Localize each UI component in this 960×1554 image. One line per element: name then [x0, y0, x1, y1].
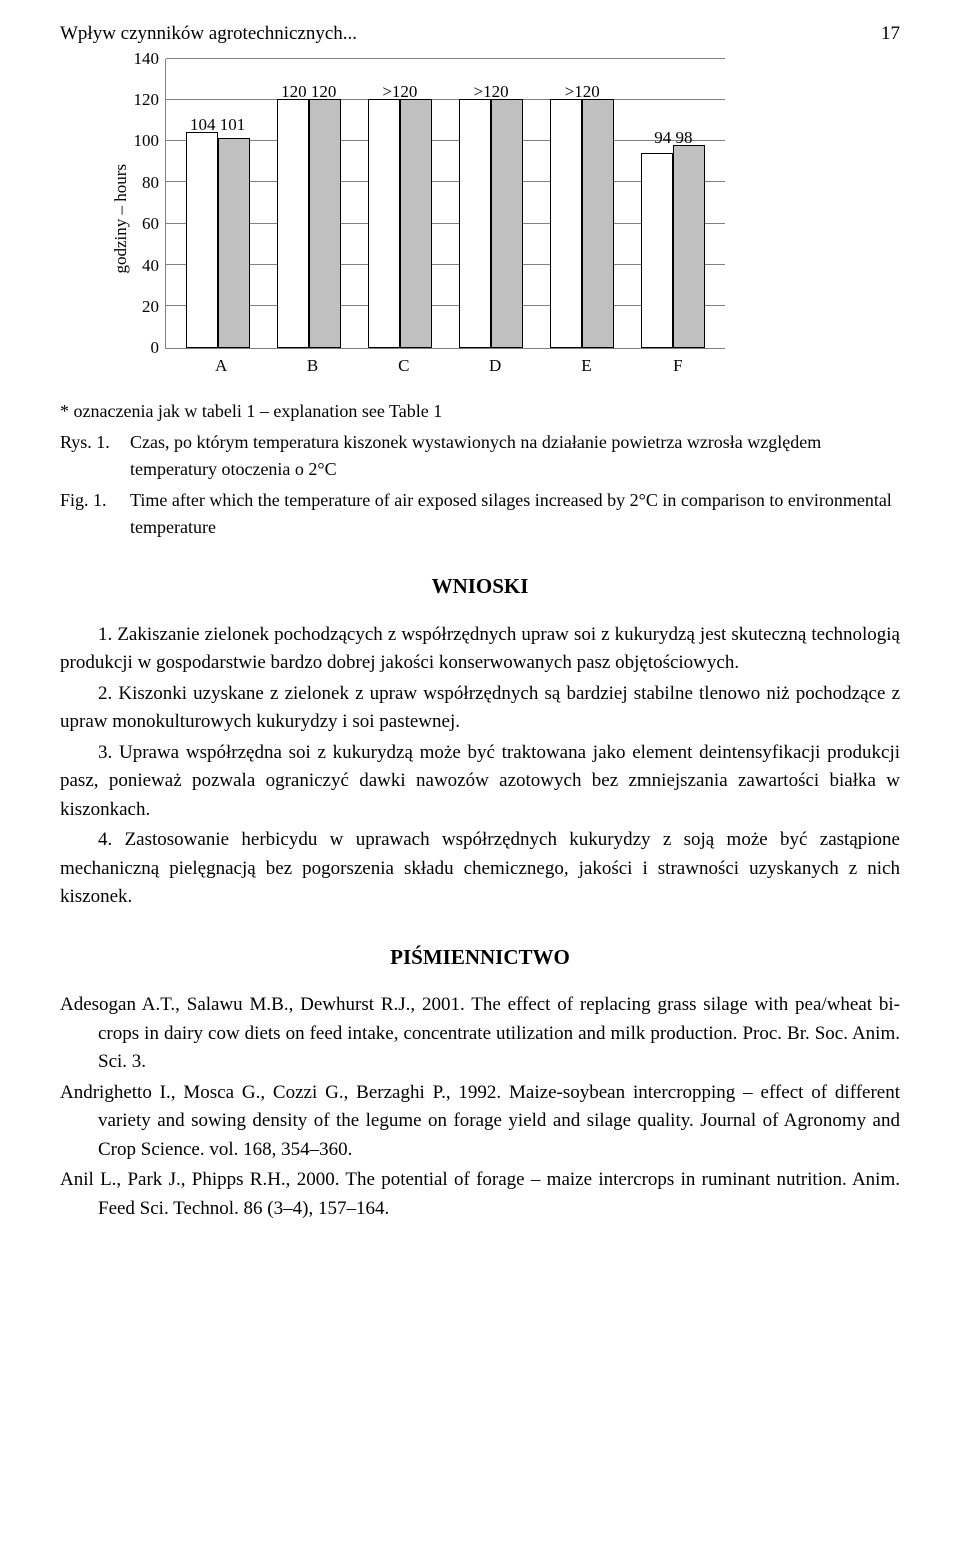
bar-value-label: >120 [565, 79, 600, 105]
reference-entry: Andrighetto I., Mosca G., Cozzi G., Berz… [60, 1079, 900, 1165]
bar-group: 120 120 [277, 99, 341, 348]
bar-m [491, 99, 523, 348]
running-title: Wpływ czynników agrotechnicznych... [60, 20, 357, 49]
bar-value-label: >120 [474, 79, 509, 105]
bar-group: 94 98 [641, 145, 705, 348]
bar-ch [277, 99, 309, 348]
bar-m [309, 99, 341, 348]
conclusion-item: 3. Uprawa współrzędna soi z kukurydzą mo… [60, 739, 900, 825]
plot-region: 104 101120 120>120>120>12094 98 [165, 59, 725, 349]
section-wnioski-title: WNIOSKI [60, 571, 900, 603]
reference-entry: Adesogan A.T., Salawu M.B., Dewhurst R.J… [60, 991, 900, 1077]
y-axis-label: godziny – hours [100, 59, 134, 379]
bar-ch [368, 99, 400, 348]
bar-group: 104 101 [186, 132, 250, 347]
page-number: 17 [881, 20, 900, 49]
bar-m [582, 99, 614, 348]
references-body: Adesogan A.T., Salawu M.B., Dewhurst R.J… [60, 991, 900, 1223]
bar-ch [550, 99, 582, 348]
x-tick-label: C [372, 353, 436, 379]
bar-value-label: >120 [382, 79, 417, 105]
x-tick-label: F [646, 353, 710, 379]
bar-ch [459, 99, 491, 348]
x-tick-label: D [463, 353, 527, 379]
y-axis-ticks: 140120100806040200 [134, 59, 166, 349]
bar-group: >120 [459, 99, 523, 348]
caption-pl-text: Czas, po którym temperatura kiszonek wys… [130, 429, 900, 483]
bar-group: >120 [550, 99, 614, 348]
bar-m [218, 138, 250, 347]
bar-value-label: 104 101 [190, 112, 245, 138]
conclusion-item: 2. Kiszonki uzyskane z zielonek z upraw … [60, 680, 900, 737]
x-tick-label: B [280, 353, 344, 379]
wnioski-body: 1. Zakiszanie zielonek pochodzących z ws… [60, 621, 900, 912]
section-references-title: PIŚMIENNICTWO [60, 942, 900, 974]
caption-en-prefix: Fig. 1. [60, 487, 130, 541]
bar-m [400, 99, 432, 348]
bar-m [673, 145, 705, 348]
conclusion-item: 4. Zastosowanie herbicydu w uprawach wsp… [60, 826, 900, 912]
caption-footnote: * oznaczenia jak w tabeli 1 – explanatio… [60, 398, 900, 425]
running-header: Wpływ czynników agrotechnicznych... 17 [60, 20, 900, 49]
bar-value-label: 94 98 [654, 125, 692, 151]
bars-container: 104 101120 120>120>120>12094 98 [166, 59, 725, 348]
figure-caption: * oznaczenia jak w tabeli 1 – explanatio… [60, 398, 900, 541]
reference-entry: Anil L., Park J., Phipps R.H., 2000. The… [60, 1166, 900, 1223]
caption-en-text: Time after which the temperature of air … [130, 487, 900, 541]
bar-group: >120 [368, 99, 432, 348]
x-tick-label: A [189, 353, 253, 379]
bar-ch [186, 132, 218, 347]
x-axis-labels: A B C D E F [170, 349, 730, 379]
bar-ch [641, 153, 673, 348]
x-tick-label: E [554, 353, 618, 379]
conclusion-item: 1. Zakiszanie zielonek pochodzących z ws… [60, 621, 900, 678]
caption-pl-prefix: Rys. 1. [60, 429, 130, 483]
bar-value-label: 120 120 [281, 79, 336, 105]
bar-chart: godziny – hours 140120100806040200 104 1… [100, 59, 900, 379]
